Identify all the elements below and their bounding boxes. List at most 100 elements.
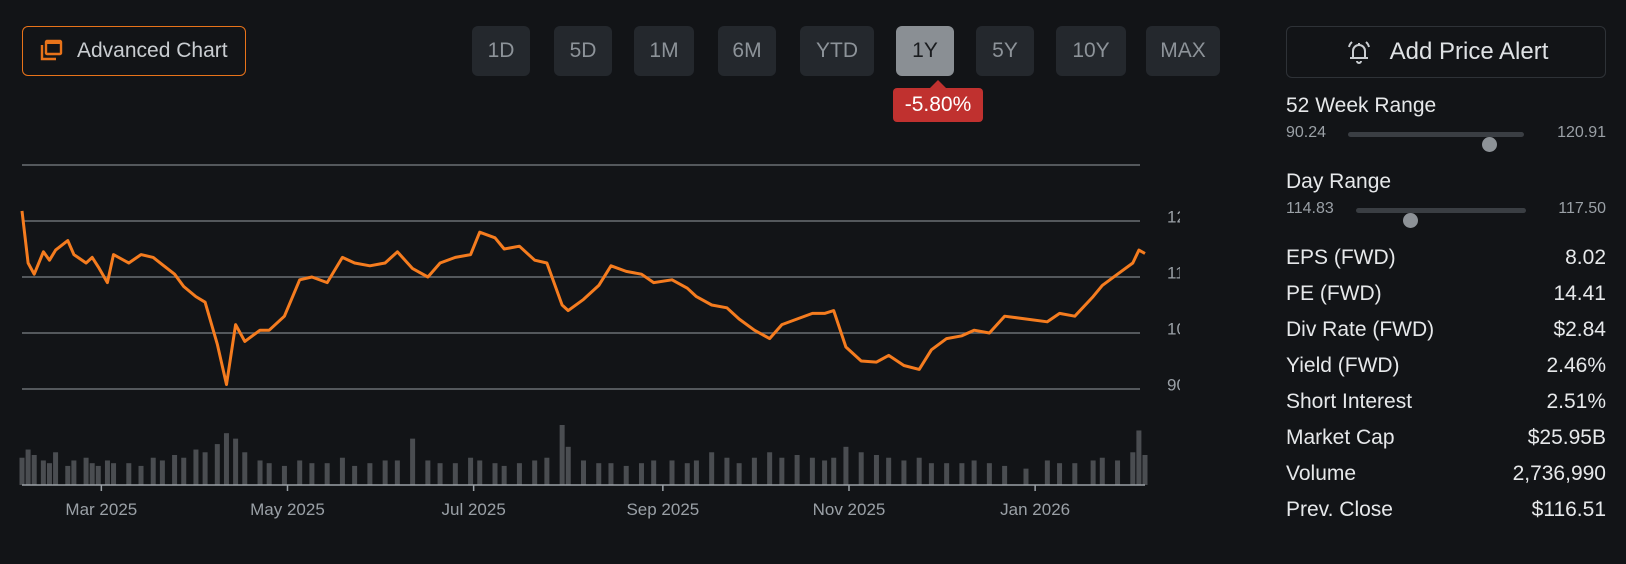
advanced-chart-button[interactable]: Advanced Chart [22,26,246,76]
volume-bar [986,463,992,485]
stat-value: $116.51 [1531,498,1606,521]
y-tick-label: 110 [1167,263,1180,282]
volume-bar [971,460,977,485]
range-button-5d[interactable]: 5D [554,26,612,76]
volume-bar [89,463,95,485]
volume-bar [242,452,248,485]
volume-bar [1072,463,1078,485]
volume-bar [266,463,272,485]
add-price-alert-label: Add Price Alert [1389,38,1549,65]
stat-row: Market Cap $25.95B [1286,426,1606,454]
volume-bar [437,463,443,485]
stat-label: Short Interest [1286,390,1413,413]
range-button-6m[interactable]: 6M [718,26,776,76]
stat-label: EPS (FWD) [1286,246,1396,269]
volume-bar [684,463,690,485]
week52-track [1348,132,1524,152]
add-price-alert-button[interactable]: Add Price Alert [1286,26,1606,78]
volume-bar [53,452,59,485]
volume-bar [901,460,907,485]
volume-bar [394,460,400,485]
volume-bar [501,465,507,485]
range-button-max[interactable]: MAX [1146,26,1220,76]
volume-bar [214,444,220,485]
volume-bar [104,460,110,485]
volume-bar [150,457,156,485]
week52-range-title: 52 Week Range [1286,94,1437,117]
stat-label: Volume [1286,462,1357,485]
volume-bar [858,452,864,485]
change-badge: -5.80% [893,80,983,122]
volume-bar [83,457,89,485]
volume-bar [544,457,550,485]
day-range-title: Day Range [1286,170,1392,193]
y-tick-label: 100 [1167,319,1180,338]
volume-bar [751,457,757,485]
range-button-5y[interactable]: 5Y [976,26,1034,76]
volume-bar [352,465,358,485]
volume-bar [532,460,538,485]
volume-bar [324,463,330,485]
stat-row: PE (FWD) 14.41 [1286,282,1606,310]
advanced-chart-label: Advanced Chart [77,39,228,62]
stat-value: 2.51% [1546,390,1606,413]
volume-bar [19,457,25,485]
volume-bar [693,460,699,485]
volume-bar [297,460,303,485]
volume-bar [492,463,498,485]
stat-value: 8.02 [1565,246,1606,269]
stat-value: $25.95B [1527,426,1606,449]
x-tick-label: Jan 2026 [1000,500,1070,519]
volume-bar [1099,457,1105,485]
day-knob [1403,213,1419,228]
volume-bar [65,465,71,485]
volume-bar [257,460,263,485]
price-chart: 90 100 110 120 Mar 2025 May 2025 Jul 2025 Sep 2… [19,164,1180,519]
volume-bar [843,446,849,485]
x-tick-label: Mar 2025 [65,500,137,519]
volume-bar [565,446,571,485]
x-tick-label: Jul 2025 [442,500,506,519]
range-button-1y[interactable]: 1Y [896,26,954,76]
stat-row: Yield (FWD) 2.46% [1286,354,1606,382]
volume-bar [339,457,345,485]
volume-bar [944,463,950,485]
volume-bar [1044,460,1050,485]
day-track [1356,208,1526,228]
volume-bar [1130,452,1136,485]
stat-label: Prev. Close [1286,498,1393,521]
stat-label: Yield (FWD) [1286,354,1400,377]
stat-row: Div Rate (FWD) $2.84 [1286,318,1606,346]
volume-bar [651,460,657,485]
volume-bar [382,460,388,485]
week52-high: 120.91 [1557,124,1606,141]
volume-bar [111,463,117,485]
volume-bar [477,460,483,485]
day-low: 114.83 [1286,200,1334,217]
x-tick-label: Sep 2025 [626,500,699,519]
volume-bar [138,465,144,485]
stat-label: PE (FWD) [1286,282,1382,305]
volume-bar [71,460,77,485]
stat-row: Short Interest 2.51% [1286,390,1606,418]
volume-bar [1136,430,1142,485]
volume-bar [159,460,165,485]
week52-low: 90.24 [1286,124,1327,141]
x-tick-label: May 2025 [250,500,325,519]
volume-bar [25,449,31,485]
volume-bar [559,425,565,485]
volume-bar [724,457,730,485]
range-button-ytd[interactable]: YTD [800,26,874,76]
volume-bar [959,463,965,485]
day-range-bar: 114.83 117.50 [1286,198,1606,228]
range-button-1d[interactable]: 1D [472,26,530,76]
range-button-10y[interactable]: 10Y [1056,26,1126,76]
volume-bar [281,465,287,485]
volume-bar [233,438,239,485]
price-line [20,210,1146,386]
volume-bar [126,463,132,485]
range-button-1m[interactable]: 1M [634,26,694,76]
stat-value: $2.84 [1553,318,1606,341]
stat-value: 2,736,990 [1512,462,1606,485]
volume-bar [223,433,229,485]
